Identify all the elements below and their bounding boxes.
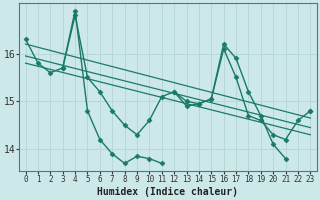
X-axis label: Humidex (Indice chaleur): Humidex (Indice chaleur)	[98, 186, 238, 197]
